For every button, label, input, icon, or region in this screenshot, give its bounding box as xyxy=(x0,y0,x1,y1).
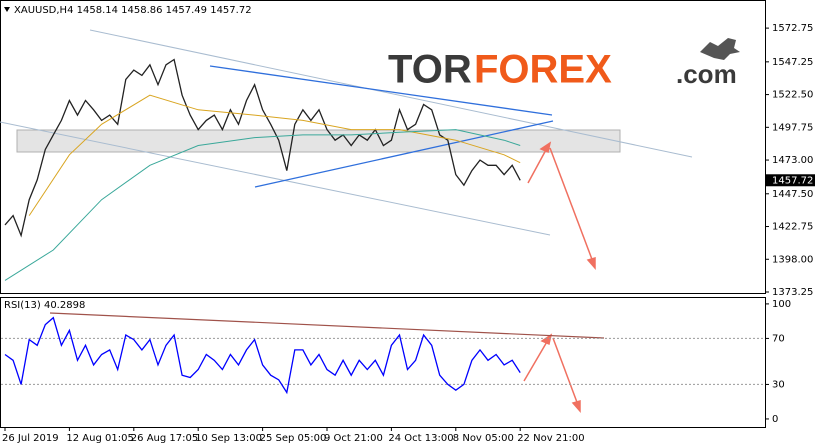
channel-line xyxy=(0,121,551,236)
main-line xyxy=(4,316,521,395)
support-zone xyxy=(16,129,621,153)
x-tick-label: 12 Aug 01:05 xyxy=(66,433,133,444)
y-tick-label: 1473.00 xyxy=(772,155,813,166)
x-tick-label: 10 Sep 13:00 xyxy=(195,433,262,444)
logo-com: .com xyxy=(676,59,737,89)
x-tick-label: 24 Oct 13:00 xyxy=(388,433,453,444)
y-tick-label: 1522.50 xyxy=(772,90,813,101)
x-tick-label: 22 Nov 21:00 xyxy=(517,433,584,444)
logo-tor: TOR xyxy=(388,48,472,92)
x-tick-label: 26 Aug 17:05 xyxy=(131,433,198,444)
y-tick-label: 1572.75 xyxy=(772,23,813,34)
y-tick-label: 100 xyxy=(772,299,791,310)
rsi-panel xyxy=(0,297,766,428)
wedge-line xyxy=(254,120,554,188)
rsi-header: RSI(13) 40.2898 xyxy=(4,300,85,311)
last-price-box xyxy=(766,174,815,187)
y-tick-label: 1497.75 xyxy=(772,122,813,133)
y-tick-label: 1547.25 xyxy=(772,57,813,68)
x-tick-label: 8 Nov 05:00 xyxy=(453,433,514,444)
x-tick-label: 26 Jul 2019 xyxy=(2,433,59,444)
y-tick-label: 30 xyxy=(772,379,785,390)
y-tick-label: 1398.00 xyxy=(772,254,813,265)
y-tick-label: 1447.50 xyxy=(772,189,813,200)
price-header: XAUUSD,H4 1458.14 1458.86 1457.49 1457.7… xyxy=(14,5,252,16)
x-tick-label: 25 Sep 05:00 xyxy=(260,433,327,444)
ma-line xyxy=(28,94,521,216)
y-tick-label: 0 xyxy=(772,414,778,425)
forecast-arrows xyxy=(523,141,596,413)
y-tick-label: 1422.75 xyxy=(772,222,813,233)
wedge-line xyxy=(209,65,553,116)
main-line xyxy=(4,58,521,238)
y-tick-label: 70 xyxy=(772,333,785,344)
logo-forex: FOREX xyxy=(474,48,612,92)
header-icon xyxy=(4,7,10,12)
x-tick-label: 9 Oct 21:00 xyxy=(324,433,383,444)
logo-bull xyxy=(700,38,740,60)
last-price-label: 1457.72 xyxy=(772,175,813,186)
y-tick-label: 1373.25 xyxy=(772,287,813,298)
ma-line xyxy=(4,129,521,281)
channel-line xyxy=(89,29,693,158)
rsi-trend-line xyxy=(49,312,605,339)
price-panel xyxy=(0,0,766,294)
